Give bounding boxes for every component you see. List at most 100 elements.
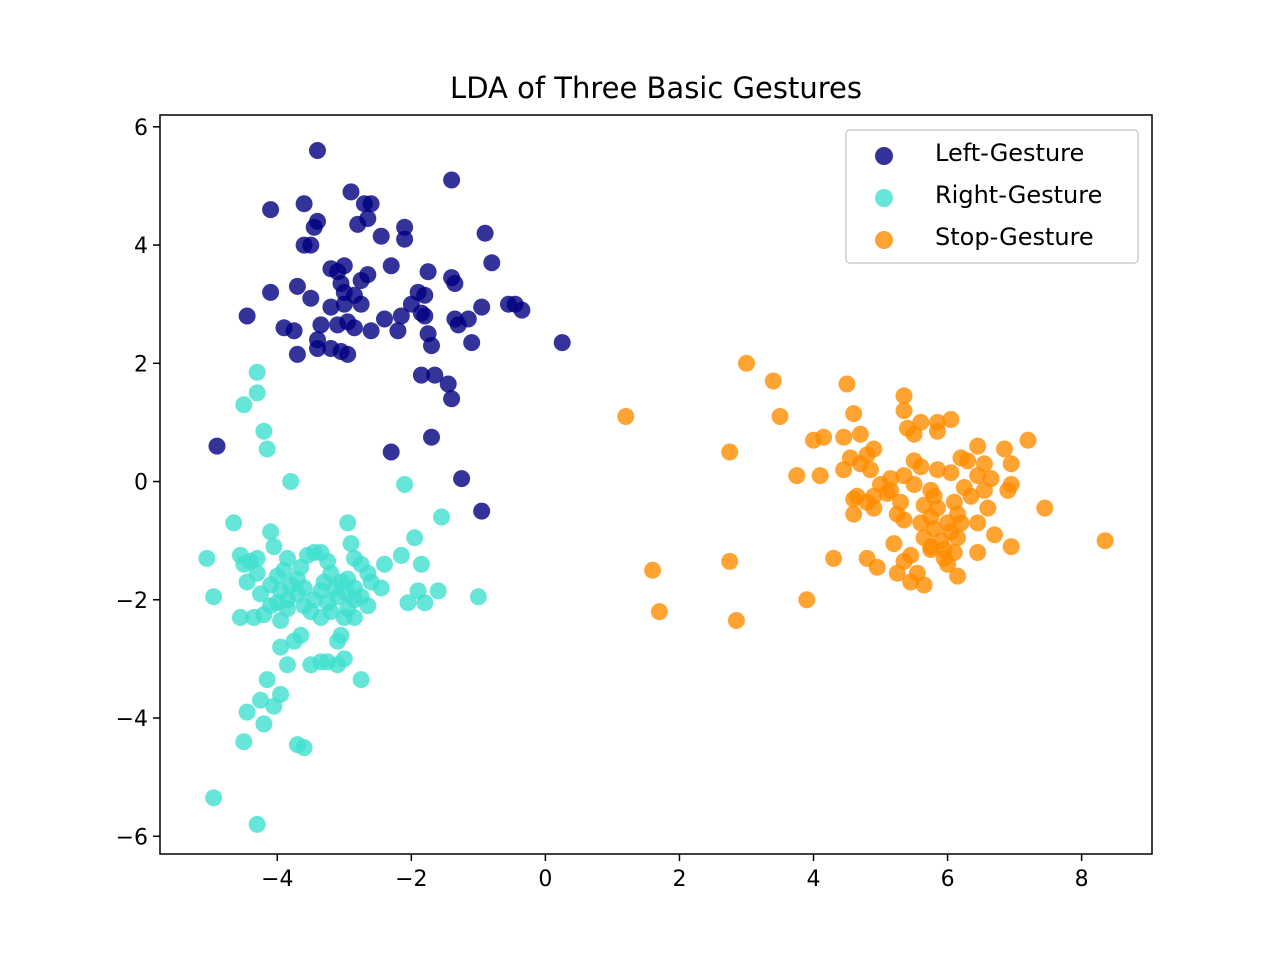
point-stop-gesture	[999, 481, 1017, 499]
point-right-gesture	[359, 597, 377, 615]
point-stop-gesture	[949, 567, 967, 585]
point-stop-gesture	[912, 514, 930, 532]
point-right-gesture	[396, 476, 414, 493]
point-right-gesture	[399, 594, 417, 612]
point-left-gesture	[419, 263, 437, 281]
point-stop-gesture	[1036, 499, 1054, 517]
legend-marker-stop-gesture	[875, 231, 893, 249]
point-right-gesture	[392, 546, 410, 564]
point-left-gesture	[302, 289, 320, 307]
point-left-gesture	[423, 337, 440, 355]
point-left-gesture	[352, 272, 370, 289]
point-stop-gesture	[845, 405, 863, 423]
point-stop-gesture	[845, 505, 863, 523]
point-right-gesture	[258, 440, 276, 458]
point-right-gesture	[252, 691, 269, 709]
point-stop-gesture	[942, 464, 960, 482]
point-left-gesture	[389, 322, 407, 340]
point-right-gesture	[412, 555, 430, 573]
point-stop-gesture	[929, 461, 946, 479]
x-tick-label: 4	[807, 867, 821, 892]
point-stop-gesture	[929, 422, 946, 440]
data-points	[198, 142, 1114, 833]
point-left-gesture	[416, 286, 434, 304]
point-stop-gesture	[942, 411, 960, 428]
y-tick-label: −6	[116, 825, 148, 850]
point-stop-gesture	[835, 461, 853, 479]
point-stop-gesture	[771, 408, 789, 425]
point-right-gesture	[376, 555, 393, 573]
point-left-gesture	[208, 437, 226, 455]
point-left-gesture	[412, 366, 430, 384]
point-right-gesture	[272, 638, 290, 656]
point-stop-gesture	[905, 425, 923, 443]
point-stop-gesture	[1002, 538, 1020, 556]
point-right-gesture	[342, 535, 360, 553]
point-right-gesture	[406, 529, 424, 547]
point-left-gesture	[329, 316, 347, 334]
point-stop-gesture	[727, 612, 745, 629]
series-left-gesture	[208, 142, 571, 520]
point-right-gesture	[235, 733, 253, 751]
point-stop-gesture	[721, 552, 739, 570]
point-right-gesture	[372, 579, 390, 597]
point-right-gesture	[235, 555, 253, 573]
point-left-gesture	[312, 316, 330, 334]
point-left-gesture	[423, 428, 440, 446]
point-left-gesture	[372, 227, 390, 245]
point-right-gesture	[282, 473, 300, 490]
point-stop-gesture	[986, 526, 1003, 544]
point-stop-gesture	[895, 402, 913, 420]
point-stop-gesture	[895, 387, 913, 405]
point-right-gesture	[248, 363, 266, 381]
point-stop-gesture	[825, 549, 843, 567]
point-stop-gesture	[878, 484, 896, 502]
legend-label-right-gesture: Right-Gesture	[935, 181, 1102, 209]
point-left-gesture	[352, 295, 370, 313]
point-stop-gesture	[838, 375, 856, 393]
point-left-gesture	[426, 366, 444, 384]
point-right-gesture	[329, 656, 347, 674]
point-left-gesture	[305, 218, 323, 236]
point-right-gesture	[248, 384, 266, 402]
chart-title: LDA of Three Basic Gestures	[450, 71, 862, 105]
point-stop-gesture	[959, 452, 977, 470]
point-left-gesture	[302, 236, 320, 254]
point-stop-gesture	[862, 461, 879, 479]
x-tick-label: 8	[1075, 867, 1089, 892]
point-left-gesture	[473, 502, 491, 520]
point-right-gesture	[265, 538, 283, 556]
y-tick-label: −2	[116, 589, 148, 614]
point-right-gesture	[272, 612, 290, 629]
point-right-gesture	[312, 609, 330, 626]
point-left-gesture	[439, 375, 457, 393]
point-right-gesture	[238, 703, 256, 721]
point-stop-gesture	[888, 564, 906, 582]
point-left-gesture	[238, 307, 256, 325]
point-right-gesture	[469, 588, 487, 606]
point-stop-gesture	[868, 558, 886, 576]
legend-marker-right-gesture	[875, 189, 893, 207]
point-left-gesture	[392, 307, 410, 325]
x-tick-label: 2	[672, 867, 686, 892]
point-left-gesture	[342, 183, 360, 201]
point-right-gesture	[225, 514, 243, 532]
point-left-gesture	[513, 301, 531, 319]
point-stop-gesture	[764, 372, 782, 390]
point-stop-gesture	[885, 535, 903, 553]
point-right-gesture	[258, 671, 276, 689]
point-stop-gesture	[962, 487, 980, 505]
point-left-gesture	[382, 257, 400, 275]
point-stop-gesture	[835, 428, 853, 446]
point-left-gesture	[288, 277, 306, 295]
legend-box	[845, 129, 1139, 264]
point-left-gesture	[476, 224, 494, 242]
point-right-gesture	[416, 594, 434, 612]
point-left-gesture	[339, 345, 357, 363]
point-stop-gesture	[939, 555, 957, 573]
point-right-gesture	[302, 656, 320, 674]
point-right-gesture	[231, 609, 249, 626]
point-left-gesture	[285, 322, 303, 340]
point-right-gesture	[245, 609, 263, 626]
